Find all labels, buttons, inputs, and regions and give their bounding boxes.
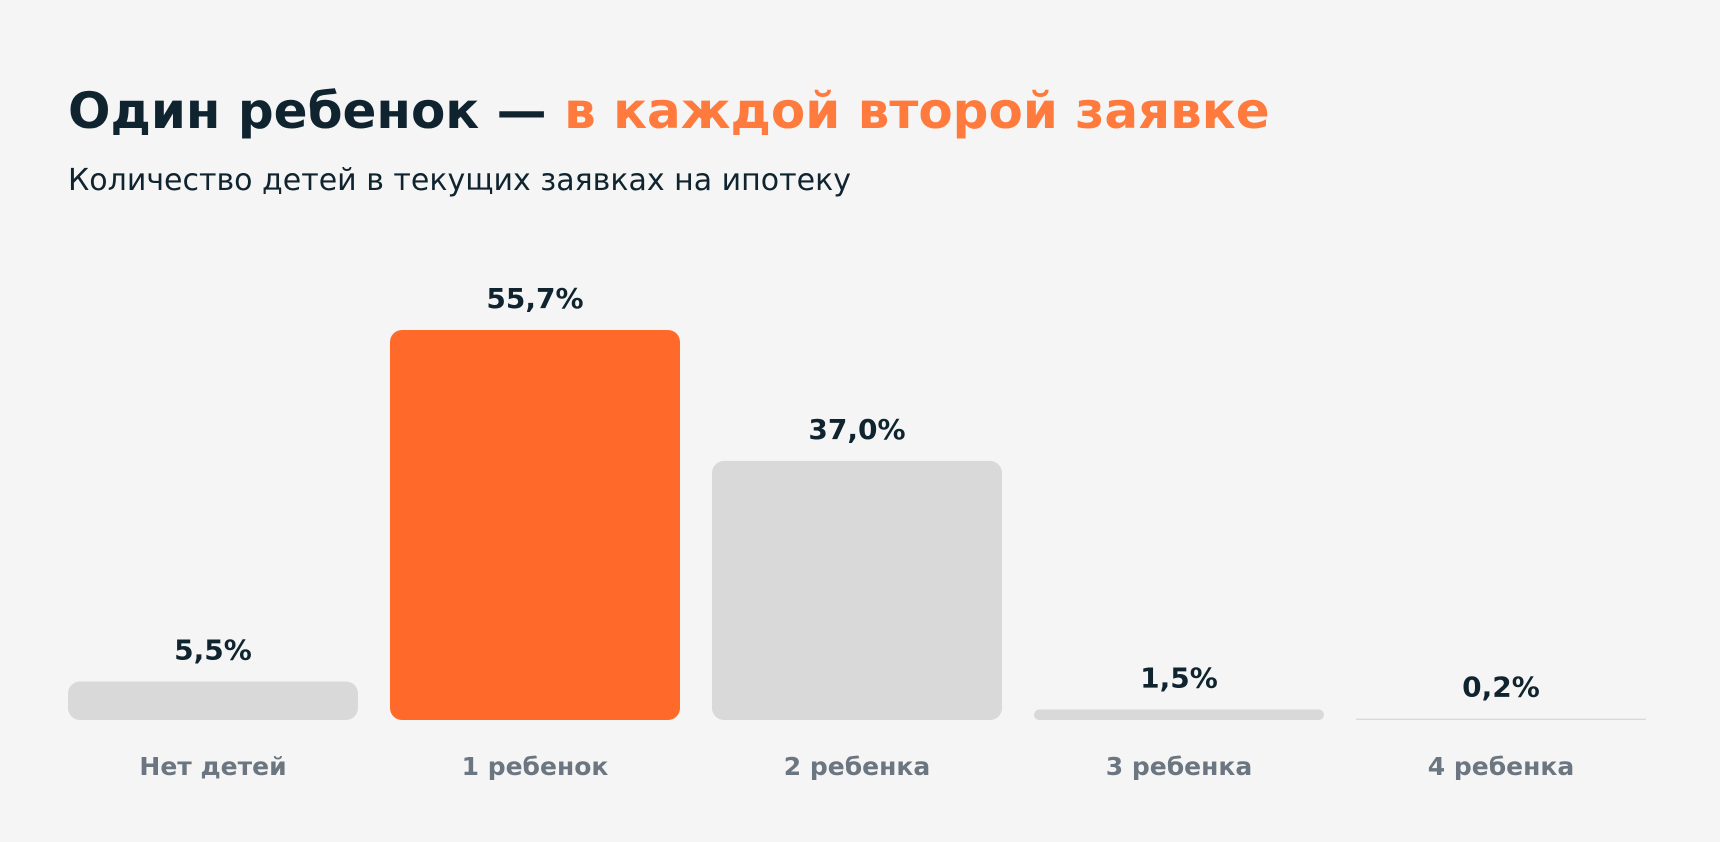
title-main: Один ребенок — bbox=[68, 82, 547, 140]
value-label: 55,7% bbox=[486, 282, 583, 315]
chart-subtitle: Количество детей в текущих заявках на ип… bbox=[68, 163, 851, 198]
x-tick-label: 2 ребенка bbox=[784, 752, 930, 781]
x-tick-label: 3 ребенка bbox=[1106, 752, 1252, 781]
chart-title: Один ребенок — в каждой второй заявке bbox=[68, 82, 1270, 140]
bar bbox=[1356, 718, 1646, 720]
title-highlight: в каждой второй заявке bbox=[564, 82, 1270, 140]
x-tick-label: Нет детей bbox=[139, 752, 286, 781]
bar bbox=[712, 460, 1002, 720]
value-label: 1,5% bbox=[1140, 661, 1218, 694]
value-label: 37,0% bbox=[808, 413, 905, 446]
value-label: 5,5% bbox=[174, 633, 252, 666]
bar bbox=[390, 330, 680, 720]
x-tick-label: 4 ребенка bbox=[1428, 752, 1574, 781]
bar bbox=[68, 681, 358, 720]
value-label: 0,2% bbox=[1462, 671, 1540, 704]
x-tick-label: 1 ребенок bbox=[462, 752, 609, 781]
bar bbox=[1034, 709, 1324, 720]
